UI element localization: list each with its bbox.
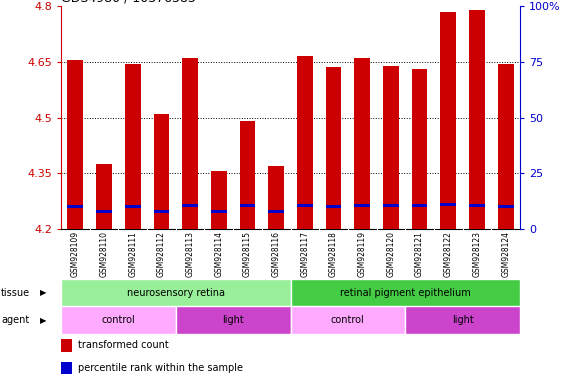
Bar [67,60,83,229]
Text: GDS4980 / 10376383: GDS4980 / 10376383 [60,0,195,5]
Text: GSM928123: GSM928123 [472,231,482,277]
Bar [325,205,342,207]
Text: GSM928121: GSM928121 [415,231,424,277]
Bar [61,306,175,334]
Text: GSM928109: GSM928109 [71,231,80,278]
Text: GSM928113: GSM928113 [185,231,195,277]
Text: GSM928124: GSM928124 [501,231,510,277]
Text: GSM928117: GSM928117 [300,231,309,277]
Bar [469,10,485,229]
Bar [290,306,406,334]
Text: neurosensory retina: neurosensory retina [127,288,225,298]
Text: tissue: tissue [1,288,30,298]
Text: GSM928114: GSM928114 [214,231,223,277]
Bar [67,205,83,207]
Text: GSM928122: GSM928122 [444,231,453,277]
Bar [182,204,198,207]
Bar [61,362,73,374]
Text: GSM928118: GSM928118 [329,231,338,277]
Bar [96,210,112,213]
Bar [239,204,256,207]
Bar [290,279,520,306]
Text: light: light [452,315,474,325]
Bar [125,205,141,207]
Bar [406,306,520,334]
Bar [412,69,428,229]
Text: GSM928112: GSM928112 [157,231,166,277]
Text: light: light [223,315,244,325]
Text: transformed count: transformed count [78,340,169,350]
Bar [182,58,198,229]
Bar [440,12,456,229]
Bar [239,121,256,229]
Text: GSM928120: GSM928120 [386,231,396,277]
Bar [211,210,227,213]
Bar [498,205,514,207]
Bar [440,204,456,206]
Bar [96,164,112,229]
Bar [61,279,290,306]
Bar [211,171,227,229]
Text: GSM928116: GSM928116 [272,231,281,277]
Bar [61,339,73,352]
Bar [325,68,342,229]
Text: ▶: ▶ [40,288,46,297]
Text: control: control [102,315,135,325]
Text: percentile rank within the sample: percentile rank within the sample [78,362,243,372]
Bar [153,210,169,213]
Text: agent: agent [1,315,30,325]
Text: ▶: ▶ [40,316,46,325]
Bar [383,66,399,229]
Text: retinal pigment epithelium: retinal pigment epithelium [340,288,471,298]
Bar [175,306,290,334]
Bar [469,204,485,207]
Bar [383,204,399,207]
Text: GSM928115: GSM928115 [243,231,252,277]
Text: control: control [331,315,365,325]
Bar [498,64,514,229]
Bar [268,210,284,213]
Text: GSM928111: GSM928111 [128,231,137,277]
Bar [354,204,370,207]
Text: GSM928119: GSM928119 [358,231,367,277]
Bar [125,64,141,229]
Bar [297,204,313,207]
Text: GSM928110: GSM928110 [99,231,109,277]
Bar [297,56,313,229]
Bar [412,204,428,207]
Bar [153,114,169,229]
Bar [268,166,284,229]
Bar [354,58,370,229]
